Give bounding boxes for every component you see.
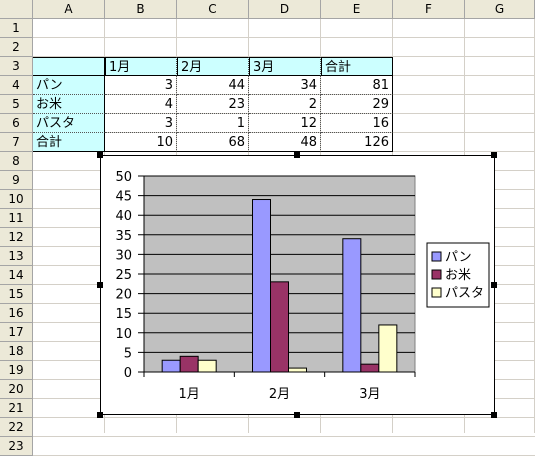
x-tick-label: 2月	[269, 387, 290, 402]
cell-b4[interactable]: 3	[105, 76, 177, 95]
chart-resize-handle[interactable]	[294, 412, 300, 418]
bar-2-3	[360, 363, 380, 373]
cell-e7[interactable]: 126	[321, 133, 393, 152]
row-header-1[interactable]: 1	[0, 19, 33, 38]
chart-resize-handle[interactable]	[97, 412, 103, 418]
legend-swatch	[431, 251, 442, 262]
column-header-a[interactable]: A	[33, 0, 105, 19]
x-tick-label: 1月	[179, 387, 200, 402]
grid-line	[33, 417, 535, 418]
cell-c3[interactable]: 2月	[177, 57, 249, 76]
bar-1-3	[342, 238, 362, 373]
y-tick-label: 15	[115, 307, 132, 322]
cell-c6[interactable]: 1	[177, 114, 249, 133]
y-tick-label: 10	[115, 327, 132, 342]
cell-d5[interactable]: 2	[249, 95, 321, 114]
chart-resize-handle[interactable]	[491, 412, 497, 418]
column-header-e[interactable]: E	[321, 0, 393, 19]
legend-label: お米	[445, 268, 471, 283]
chart-resize-handle[interactable]	[294, 152, 300, 158]
y-tick-label: 45	[115, 190, 132, 205]
cell-a3[interactable]	[33, 57, 105, 76]
select-all-corner[interactable]	[0, 0, 33, 19]
cell-a6[interactable]: パスタ	[33, 114, 105, 133]
row-header-17[interactable]: 17	[0, 323, 33, 342]
row-header-10[interactable]: 10	[0, 190, 33, 209]
row-header-18[interactable]: 18	[0, 342, 33, 361]
y-tick-label: 50	[115, 170, 132, 185]
chart-resize-handle[interactable]	[97, 152, 103, 158]
grid-line	[33, 436, 535, 437]
y-tick-label: 25	[115, 268, 132, 283]
legend-label: パン	[445, 250, 472, 265]
cell-d7[interactable]: 48	[249, 133, 321, 152]
bar-3-2	[288, 367, 307, 373]
x-tick-label: 3月	[359, 387, 380, 402]
y-tick-label: 40	[115, 209, 132, 224]
cell-e6[interactable]: 16	[321, 114, 393, 133]
chart-resize-handle[interactable]	[491, 282, 497, 288]
bar-3-1	[197, 359, 217, 373]
cell-e5[interactable]: 29	[321, 95, 393, 114]
row-header-6[interactable]: 6	[0, 114, 33, 133]
y-tick-label: 35	[115, 229, 132, 244]
cell-e4[interactable]: 81	[321, 76, 393, 95]
column-header-f[interactable]: F	[393, 0, 465, 19]
y-tick-label: 0	[124, 366, 132, 381]
bar-2-2	[270, 281, 289, 373]
bar-1-2	[252, 199, 271, 373]
row-header-9[interactable]: 9	[0, 171, 33, 190]
cell-d6[interactable]: 12	[249, 114, 321, 133]
row-header-15[interactable]: 15	[0, 285, 33, 304]
cell-c5[interactable]: 23	[177, 95, 249, 114]
legend-swatch	[431, 287, 442, 298]
column-header-c[interactable]: C	[177, 0, 249, 19]
cell-c7[interactable]: 68	[177, 133, 249, 152]
cell-b3[interactable]: 1月	[105, 57, 177, 76]
y-tick-label: 30	[115, 248, 132, 263]
cell-b7[interactable]: 10	[105, 133, 177, 152]
row-header-3[interactable]: 3	[0, 57, 33, 76]
y-tick-label: 20	[115, 288, 132, 303]
row-header-13[interactable]: 13	[0, 247, 33, 266]
row-header-2[interactable]: 2	[0, 38, 33, 57]
row-header-7[interactable]: 7	[0, 133, 33, 152]
row-header-11[interactable]: 11	[0, 209, 33, 228]
y-tick-label: 5	[124, 346, 132, 361]
cell-a5[interactable]: お米	[33, 95, 105, 114]
column-header-g[interactable]: G	[465, 0, 535, 19]
row-header-4[interactable]: 4	[0, 76, 33, 95]
row-header-20[interactable]: 20	[0, 380, 33, 399]
column-header-d[interactable]: D	[249, 0, 321, 19]
row-header-12[interactable]: 12	[0, 228, 33, 247]
cell-a7[interactable]: 合計	[33, 133, 105, 152]
cell-b5[interactable]: 4	[105, 95, 177, 114]
cell-d4[interactable]: 34	[249, 76, 321, 95]
cell-a4[interactable]: パン	[33, 76, 105, 95]
column-header-b[interactable]: B	[105, 0, 177, 19]
embedded-chart[interactable]: 0 5 10 15 20 25 30 35 40 45 50 1月 2月 3月 パンお米パスタ	[100, 155, 495, 415]
bar-1-1	[161, 359, 181, 373]
row-header-8[interactable]: 8	[0, 152, 33, 171]
cell-d3[interactable]: 3月	[249, 57, 321, 76]
grid-line	[33, 56, 535, 57]
bar-3-3	[378, 324, 398, 373]
row-header-22[interactable]: 22	[0, 418, 33, 437]
legend-swatch	[431, 269, 442, 280]
cell-b6[interactable]: 3	[105, 114, 177, 133]
bar-2-1	[179, 355, 199, 373]
row-header-23[interactable]: 23	[0, 437, 33, 456]
cell-e3[interactable]: 合計	[321, 57, 393, 76]
chart-resize-handle[interactable]	[97, 282, 103, 288]
row-header-5[interactable]: 5	[0, 95, 33, 114]
legend-label: パスタ	[445, 286, 484, 301]
cell-c4[interactable]: 44	[177, 76, 249, 95]
row-header-21[interactable]: 21	[0, 399, 33, 418]
row-header-14[interactable]: 14	[0, 266, 33, 285]
grid-line	[33, 37, 535, 38]
row-header-19[interactable]: 19	[0, 361, 33, 380]
chart-resize-handle[interactable]	[491, 152, 497, 158]
row-header-16[interactable]: 16	[0, 304, 33, 323]
